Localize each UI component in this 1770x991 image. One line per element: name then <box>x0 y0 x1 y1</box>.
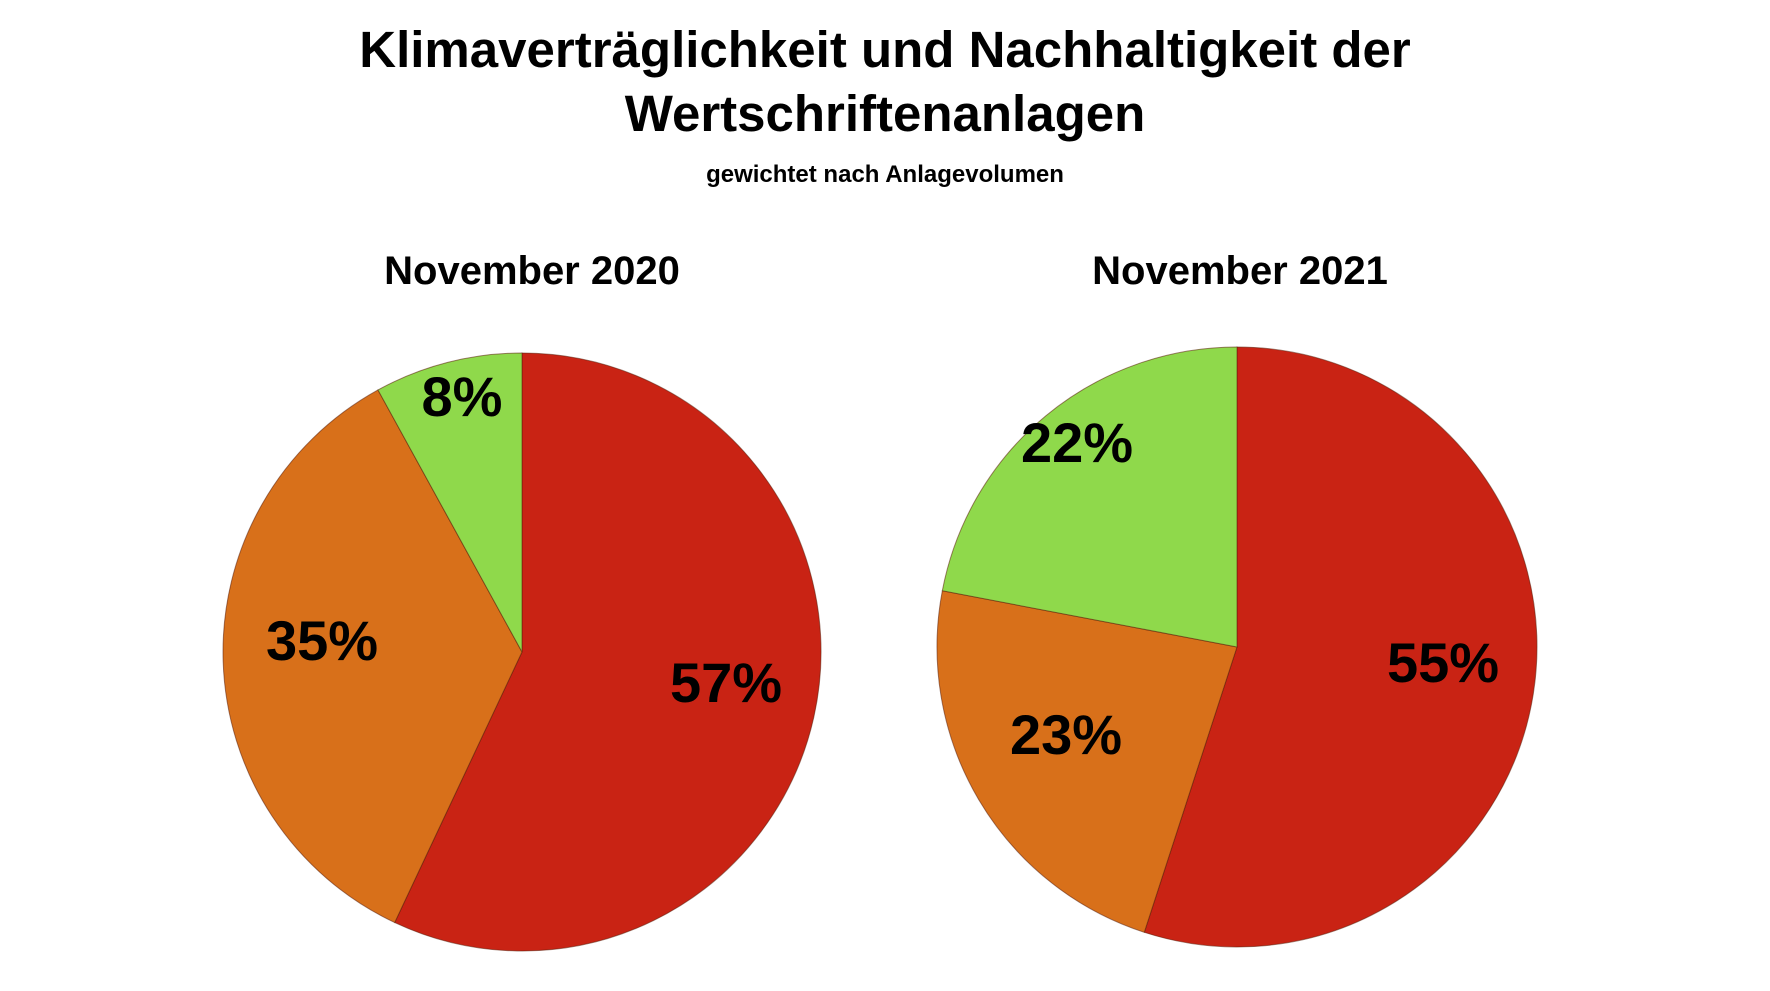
slice-label: 23% <box>1010 703 1122 766</box>
pie-title: November 2021 <box>1092 249 1388 293</box>
pie-slice <box>222 389 523 924</box>
chart-title: Klimaverträglichkeit und Nachhaltigkeit … <box>0 18 1770 146</box>
slice-label: 55% <box>1387 631 1499 694</box>
pie-chart-1: November 2020 57% 35% 8% <box>222 249 822 952</box>
slice-label: 57% <box>670 651 782 714</box>
chart-title-line1: Klimaverträglichkeit und Nachhaltigkeit … <box>359 21 1411 78</box>
pie-slice <box>941 346 1238 648</box>
pie-slice <box>1143 346 1538 948</box>
pie-chart-2: November 2021 55% 23% 22% <box>936 249 1538 948</box>
pie-title: November 2020 <box>384 249 680 293</box>
chart-title-line2: Wertschriftenanlagen <box>624 85 1146 142</box>
pie-slice <box>377 352 523 653</box>
pie-slice <box>936 590 1238 933</box>
slice-label: 35% <box>266 609 378 672</box>
chart-subtitle: gewichtet nach Anlagevolumen <box>706 161 1064 188</box>
slice-label: 8% <box>422 365 503 428</box>
pie-slice <box>394 352 822 952</box>
slice-label: 22% <box>1021 411 1133 474</box>
